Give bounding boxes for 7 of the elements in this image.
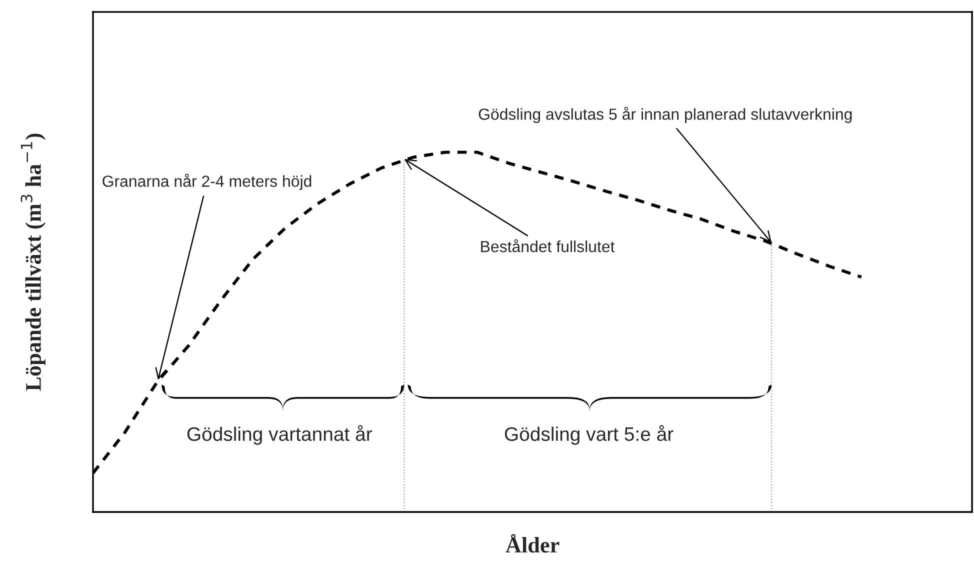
y-axis-title: Löpande tillväxt (m$^{3}$ ha$^{−1}$) [20,134,46,391]
annotation: Gödsling vart 5:e år [504,425,674,445]
text: Gödsling avslutas 5 år innan planerad slutavverkning [478,106,852,124]
annotation: Beståndet fullslutet [481,239,615,252]
annotation: Granarna når 2-4 meters höjd [102,174,312,190]
annotation: Gödsling vartannat år [187,425,372,445]
x-axis-title: Ålder [506,534,560,553]
